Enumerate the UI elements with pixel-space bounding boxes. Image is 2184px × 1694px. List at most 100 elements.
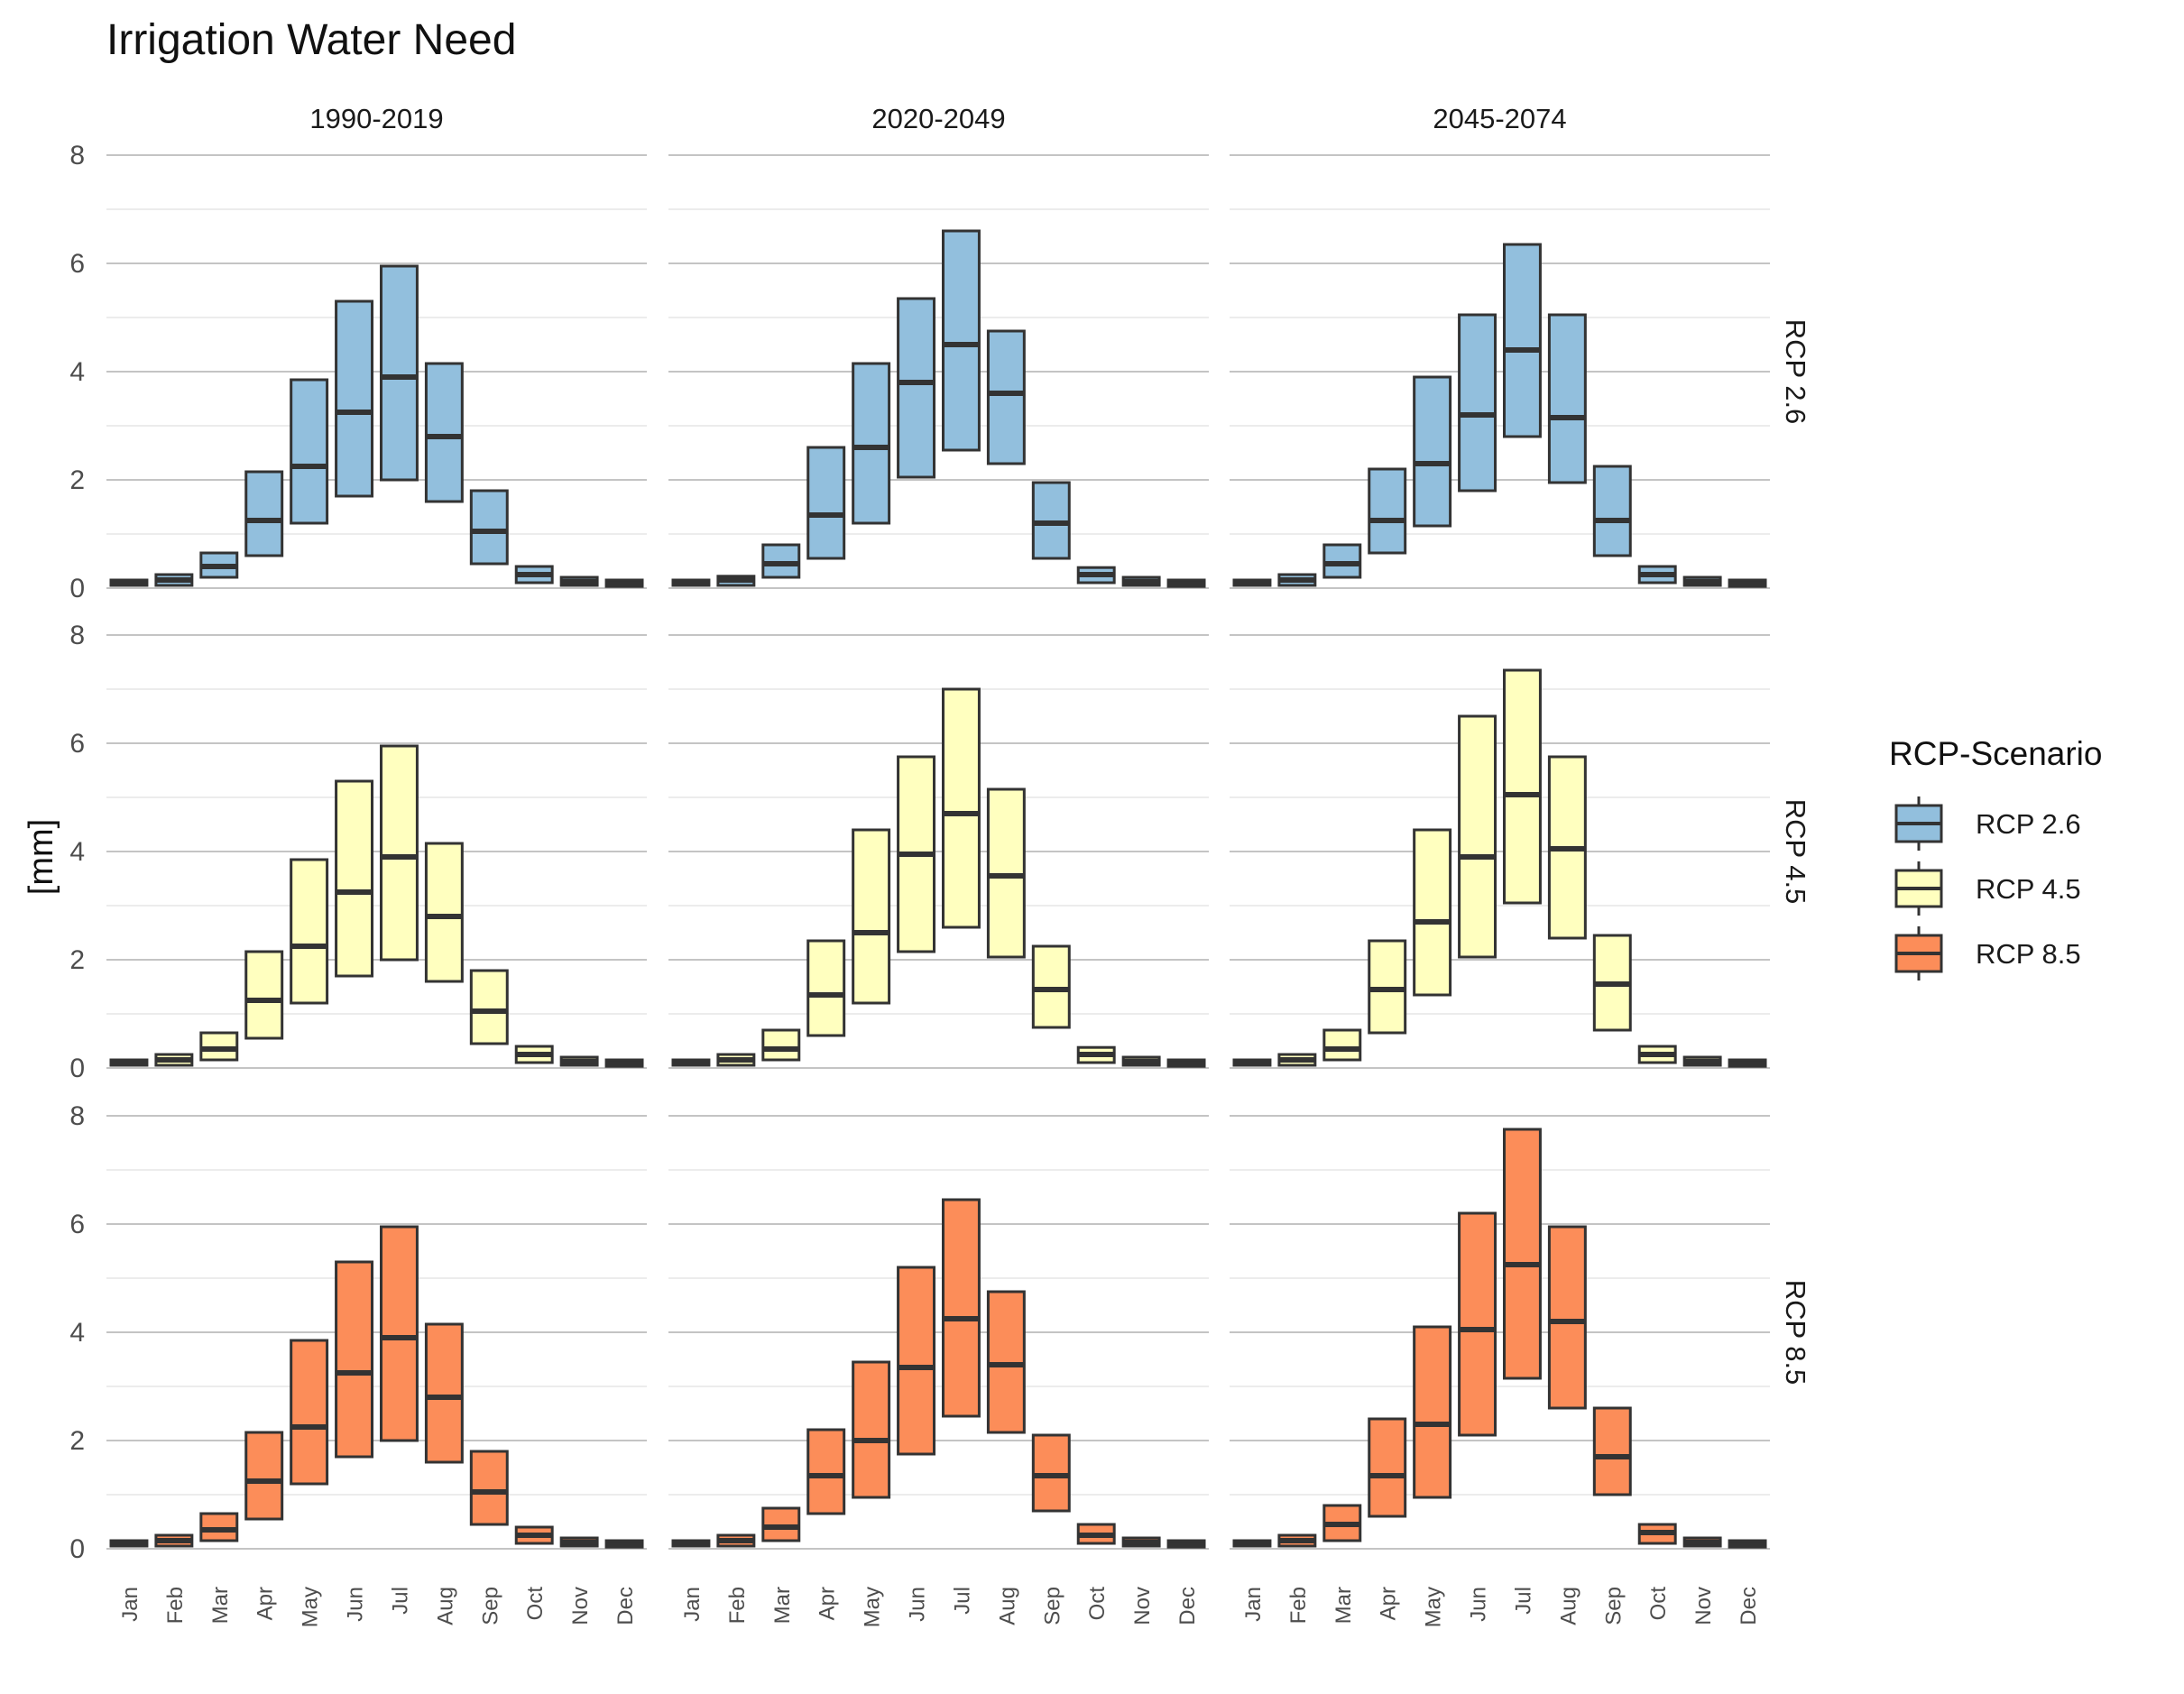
box bbox=[290, 378, 329, 525]
box bbox=[897, 1266, 936, 1456]
y-tick-label: 2 bbox=[69, 1426, 85, 1456]
facet-panel bbox=[1230, 1115, 1770, 1550]
y-tick-label: 4 bbox=[69, 1318, 85, 1348]
box bbox=[244, 1431, 284, 1521]
box bbox=[897, 297, 936, 479]
y-tick-label: 0 bbox=[69, 1054, 85, 1083]
box bbox=[1547, 1225, 1587, 1410]
box bbox=[1322, 1028, 1362, 1062]
row-strip-label: RCP 4.5 bbox=[1780, 799, 1811, 905]
column-strip-label: 2045-2074 bbox=[1433, 103, 1566, 134]
y-tick-label: 8 bbox=[69, 1101, 85, 1131]
x-tick-label: Apr bbox=[1377, 1587, 1401, 1620]
box bbox=[852, 1360, 891, 1499]
x-tick-label: Jun bbox=[344, 1587, 368, 1622]
x-tick-label: Dec bbox=[1737, 1587, 1761, 1625]
box bbox=[1502, 668, 1542, 905]
box bbox=[469, 489, 509, 566]
box bbox=[424, 362, 464, 503]
x-tick-label: Nov bbox=[568, 1587, 593, 1625]
facet-panel bbox=[106, 154, 647, 589]
box bbox=[852, 362, 891, 525]
row-strip-label: RCP 8.5 bbox=[1780, 1280, 1811, 1386]
x-tick-label: Feb bbox=[725, 1587, 750, 1624]
x-tick-label: Dec bbox=[1175, 1587, 1200, 1625]
x-tick-label: Aug bbox=[1556, 1587, 1580, 1625]
x-tick-label: Jul bbox=[388, 1587, 412, 1615]
box bbox=[1592, 1406, 1632, 1496]
facet-panel bbox=[668, 634, 1209, 1069]
x-tick-label: Mar bbox=[770, 1587, 795, 1624]
box bbox=[941, 1198, 981, 1418]
legend-label: RCP 8.5 bbox=[1976, 938, 2081, 970]
y-tick-label: 6 bbox=[69, 729, 85, 759]
y-tick-label: 0 bbox=[69, 1534, 85, 1564]
box bbox=[379, 744, 419, 962]
x-tick-label: Apr bbox=[816, 1587, 840, 1620]
y-tick-label: 4 bbox=[69, 357, 85, 387]
box bbox=[1413, 828, 1452, 997]
x-tick-label: Aug bbox=[995, 1587, 1019, 1625]
facet-panels: 1990-2019 2020-2049 2045-2074 RCP 2.6 RCP 4.… bbox=[69, 103, 1811, 1627]
box bbox=[1547, 313, 1587, 484]
box bbox=[244, 470, 284, 557]
box bbox=[1458, 714, 1497, 959]
box bbox=[1368, 467, 1407, 555]
legend-title: RCP-Scenario bbox=[1889, 735, 2102, 772]
facet-panel bbox=[1230, 634, 1770, 1069]
legend-item: RCP 8.5 bbox=[1894, 926, 2081, 980]
x-tick-label: Jul bbox=[950, 1587, 974, 1615]
y-tick-label: 2 bbox=[69, 945, 85, 975]
box bbox=[941, 687, 981, 929]
box bbox=[1413, 1325, 1452, 1499]
box bbox=[1413, 375, 1452, 528]
column-strip-label: 2020-2049 bbox=[871, 103, 1005, 134]
box bbox=[1502, 1128, 1542, 1380]
legend-label: RCP 2.6 bbox=[1976, 808, 2081, 840]
y-tick-label: 8 bbox=[69, 621, 85, 650]
box bbox=[244, 950, 284, 1040]
box bbox=[469, 969, 509, 1045]
legend-label: RCP 4.5 bbox=[1976, 873, 2081, 905]
y-tick-label: 6 bbox=[69, 249, 85, 279]
box bbox=[1458, 1211, 1497, 1437]
box bbox=[335, 299, 374, 498]
x-tick-label: Jan bbox=[680, 1587, 705, 1622]
box bbox=[1458, 313, 1497, 493]
y-tick-label: 8 bbox=[69, 141, 85, 170]
x-tick-label: Sep bbox=[1040, 1587, 1064, 1625]
x-tick-label: Sep bbox=[1601, 1587, 1626, 1625]
facet-panel bbox=[668, 154, 1209, 589]
box bbox=[1502, 243, 1542, 438]
y-tick-label: 0 bbox=[69, 574, 85, 603]
x-tick-label: Dec bbox=[613, 1587, 638, 1625]
y-axis-label: [mm] bbox=[23, 819, 60, 895]
box bbox=[379, 264, 419, 482]
x-tick-label: Oct bbox=[1646, 1587, 1671, 1621]
box bbox=[941, 229, 981, 452]
box bbox=[806, 1428, 846, 1515]
x-tick-label: Feb bbox=[163, 1587, 188, 1624]
box bbox=[852, 828, 891, 1005]
y-tick-label: 2 bbox=[69, 465, 85, 495]
x-tick-label: May bbox=[299, 1587, 323, 1627]
y-tick-label: 4 bbox=[69, 837, 85, 867]
box bbox=[335, 1260, 374, 1459]
box bbox=[806, 446, 846, 560]
x-tick-label: Jan bbox=[118, 1587, 143, 1622]
box bbox=[335, 779, 374, 978]
legend: RCP-Scenario RCP 2.6 RCP 4.5 RCP 8.5 bbox=[1889, 735, 2102, 980]
x-tick-label: Jan bbox=[1241, 1587, 1266, 1622]
y-tick-label: 6 bbox=[69, 1210, 85, 1239]
x-tick-label: Sep bbox=[478, 1587, 502, 1625]
x-tick-label: Aug bbox=[433, 1587, 457, 1625]
column-strip-label: 1990-2019 bbox=[309, 103, 443, 134]
x-tick-label: May bbox=[861, 1587, 885, 1627]
facet-panel bbox=[106, 1115, 647, 1550]
x-tick-label: Oct bbox=[523, 1587, 548, 1621]
x-tick-label: Apr bbox=[253, 1587, 278, 1620]
box bbox=[1368, 1417, 1407, 1518]
x-tick-label: Jun bbox=[906, 1587, 930, 1622]
x-tick-label: Feb bbox=[1286, 1587, 1311, 1624]
